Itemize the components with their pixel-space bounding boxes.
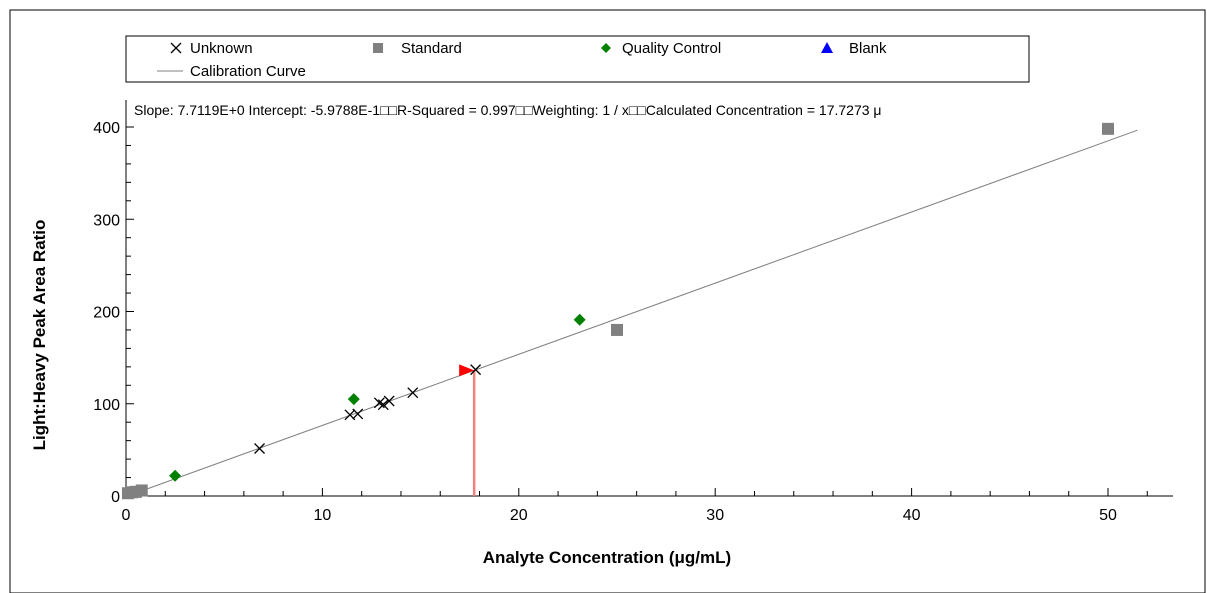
unknown-point [383,395,395,407]
unknown-point [470,364,482,376]
x-tick-label: 40 [903,507,921,524]
x-axis-title: Analyte Concentration (μg/mL) [483,548,731,567]
y-tick-label: 200 [93,305,120,322]
unknown-point [254,443,266,454]
standard-point [135,484,148,497]
y-axis-title: Light:Heavy Peak Area Ratio [30,220,49,451]
legend-quality-control-icon [601,43,611,53]
x-tick-label: 10 [314,507,332,524]
calculated-concentration-arrow [459,364,475,377]
unknown-point [407,387,419,399]
quality-control-point [573,313,586,326]
standard-point [1102,122,1114,135]
x-tick-label: 50 [1099,507,1117,524]
unknown-point [352,408,364,420]
fit-annotation: Slope: 7.7119E+0 Intercept: -5.9788E-1□□… [134,102,881,118]
y-tick-label: 300 [93,212,120,229]
y-tick-label: 400 [93,120,120,137]
x-tick-label: 30 [706,507,724,524]
x-tick-label: 0 [122,507,131,524]
legend-unknown-icon [170,42,182,54]
standard-point [611,323,623,336]
legend-calibration-curve-label: Calibration Curve [190,63,306,80]
quality-control-point [169,469,182,482]
legend-standard-icon [373,43,383,53]
legend-blank-label: Blank [849,40,887,57]
legend-blank-icon [821,42,833,53]
legend: Unknown Standard Quality Control Blank C… [125,35,1030,83]
calibration-curve-line [127,129,1138,497]
legend-standard-label: Standard [401,40,462,57]
y-tick-label: 0 [111,489,120,506]
plot-area [121,122,1138,500]
chart-border [9,9,1206,593]
legend-unknown-label: Unknown [190,40,253,57]
y-axis-ticks: 0 100 200 300 400 [93,120,134,506]
legend-quality-control-label: Quality Control [622,40,721,57]
y-tick-label: 100 [93,397,120,414]
quality-control-point [347,393,360,406]
x-tick-label: 20 [510,507,528,524]
legend-box [125,35,1030,83]
unknown-point [377,399,389,411]
